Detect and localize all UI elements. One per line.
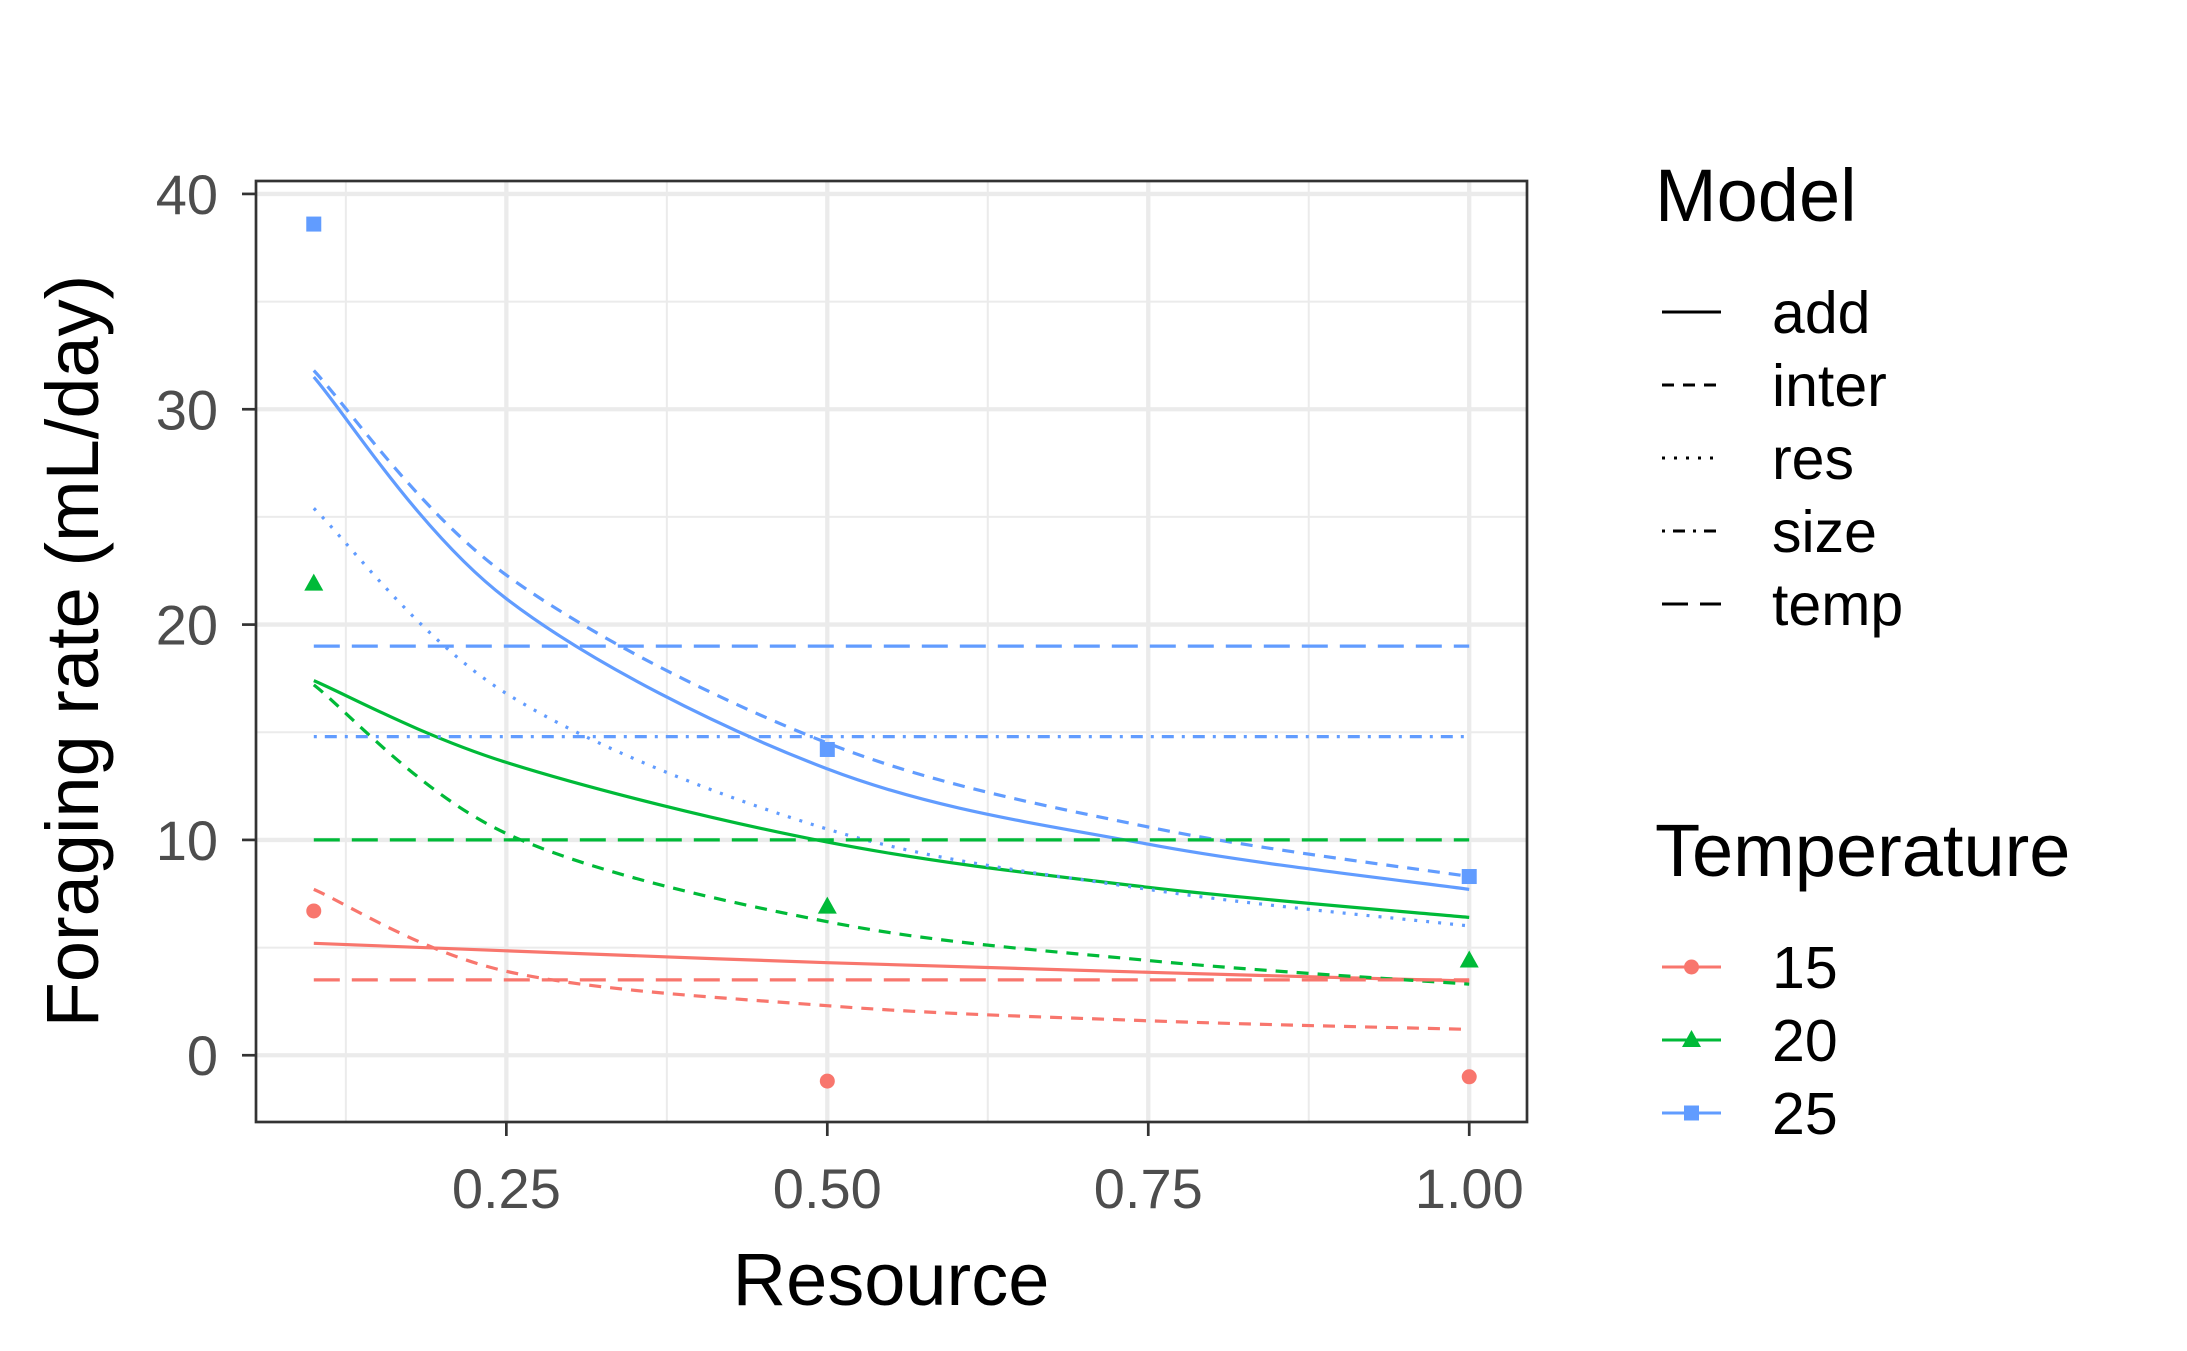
x-tick-label: 1.00: [1415, 1157, 1524, 1220]
series-lines: [312, 369, 1470, 1031]
x-tick-label: 0.25: [452, 1157, 561, 1220]
legend-label-25: 25: [1772, 1081, 1838, 1147]
data-points: [304, 216, 1479, 1089]
x-tick-label: 0.50: [773, 1157, 882, 1220]
data-point-25: [1461, 869, 1477, 885]
legend-temperature-title: Temperature: [1655, 809, 2070, 892]
legend-model: Model add inter res size temp: [1655, 154, 1903, 638]
x-axis: 0.25 0.50 0.75 1.00: [452, 1122, 1524, 1220]
legend-key-point-20: [1682, 1030, 1701, 1047]
panel-border: [254, 179, 1529, 1124]
grid-major: [256, 181, 1527, 1122]
y-axis: 0 10 20 30 40: [156, 163, 256, 1087]
series-line-inter-25: [312, 369, 1470, 879]
legend-temperature: Temperature 15 20 25: [1655, 809, 2070, 1147]
legend-label-20: 20: [1772, 1008, 1838, 1074]
legend-label-add: add: [1772, 280, 1870, 346]
y-tick-label: 20: [156, 594, 218, 657]
data-point-25: [306, 216, 322, 232]
data-point-25: [819, 741, 835, 757]
data-point-20: [1459, 950, 1479, 968]
series-line-add-15: [313, 941, 1470, 983]
legend-label-res: res: [1772, 426, 1854, 492]
legend-label-size: size: [1772, 499, 1877, 565]
y-tick-label: 0: [187, 1024, 218, 1087]
y-tick-label: 30: [156, 378, 218, 441]
legend-label-temp: temp: [1772, 572, 1903, 638]
legend-label-15: 15: [1772, 935, 1838, 1001]
data-point-15: [819, 1073, 835, 1089]
data-point-15: [306, 903, 322, 919]
y-tick-label: 10: [156, 809, 218, 872]
series-line-inter-20: [312, 683, 1470, 986]
legend-label-inter: inter: [1772, 353, 1887, 419]
plot-panel: [254, 179, 1529, 1124]
data-point-20: [304, 573, 324, 591]
x-tick-label: 0.75: [1094, 1157, 1203, 1220]
legend-key-point-15: [1684, 959, 1699, 975]
series-line-add-25: [312, 375, 1470, 891]
y-axis-title: Foraging rate (mL/day): [31, 275, 114, 1028]
x-axis-title: Resource: [733, 1238, 1050, 1321]
series-line-add-20: [313, 679, 1470, 919]
data-point-15: [1461, 1069, 1477, 1085]
data-point-20: [817, 896, 837, 914]
y-tick-label: 40: [156, 163, 218, 226]
legend-model-title: Model: [1655, 154, 1857, 237]
grid-minor: [256, 181, 1527, 1122]
series-line-inter-15: [313, 887, 1470, 1031]
legend-key-point-25: [1684, 1105, 1699, 1121]
